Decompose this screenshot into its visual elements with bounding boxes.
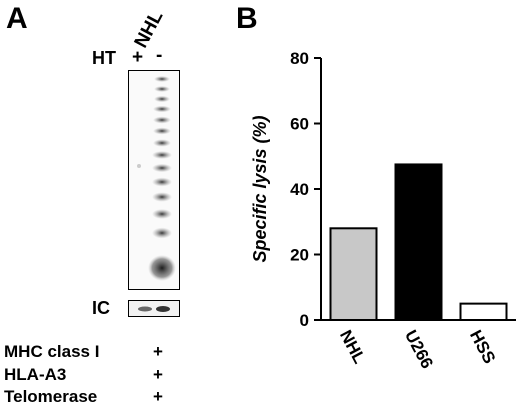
y-tick-label: 20 <box>290 246 309 265</box>
gel-band-ladder <box>148 76 176 281</box>
summary-label-mhc: MHC class I <box>4 342 100 361</box>
y-tick-label: 80 <box>290 49 309 68</box>
ic-bands <box>138 306 170 312</box>
lane-header-nhl: NHL <box>130 7 168 52</box>
telomerase-gel-image <box>128 70 180 290</box>
panel-a-label: A <box>6 2 28 35</box>
panel-b-label: B <box>236 2 258 35</box>
internal-control-gel-image <box>128 300 180 317</box>
x-tick-label: NHL <box>336 327 369 367</box>
ht-minus-mark: - <box>156 45 163 66</box>
bar-nhl <box>329 227 378 321</box>
summary-mark-hla: + <box>153 365 163 384</box>
y-tick-label: 60 <box>290 115 309 134</box>
ht-plus-mark: + <box>132 47 144 68</box>
gel-bands <box>129 71 178 288</box>
summary-label-telomerase: Telomerase <box>4 387 98 406</box>
specific-lysis-bar-chart: 0 20 40 60 80 Specific lysis (%) NHL U266 HSS <box>250 49 516 372</box>
ht-label: HT <box>92 48 116 68</box>
x-tick-label: U266 <box>401 327 437 372</box>
bar-hss <box>459 302 508 321</box>
summary-mark-telomerase: + <box>153 387 163 406</box>
y-axis-label: Specific lysis (%) <box>250 115 270 262</box>
bar-u266 <box>394 163 443 321</box>
summary-label-hla: HLA-A3 <box>4 365 67 384</box>
y-tick-label: 40 <box>290 180 309 199</box>
x-tick-label: HSS <box>466 327 499 367</box>
ic-label: IC <box>92 298 110 318</box>
y-tick-label: 0 <box>300 311 309 330</box>
summary-mark-mhc: + <box>153 342 163 361</box>
